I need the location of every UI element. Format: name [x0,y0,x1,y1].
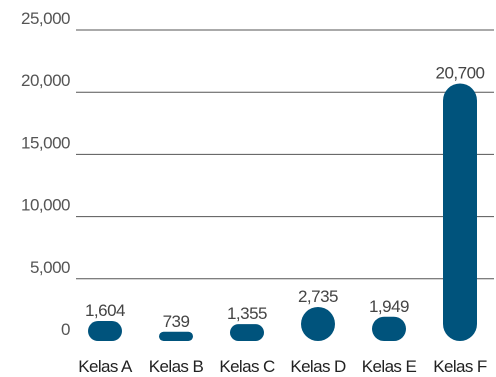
x-tick-label: Kelas A [78,357,133,376]
bar [159,331,193,341]
y-tick-label: 15,000 [21,133,70,152]
data-label: 20,700 [436,63,485,82]
data-label: 1,604 [85,301,125,320]
y-tick-label: 5,000 [30,258,70,277]
x-tick-label: Kelas E [362,357,417,376]
data-label: 2,735 [298,287,338,306]
x-tick-label: Kelas C [219,357,275,376]
value-labels: 1,604 739 1,355 2,735 1,949 20,700 [85,63,485,330]
y-tick-label: 20,000 [21,71,70,90]
x-tick-label: Kelas D [290,357,346,376]
bar [372,316,406,341]
bar [443,83,477,341]
data-label: 1,355 [227,304,267,323]
x-tick-label: Kelas B [149,357,204,376]
gridlines [76,29,494,280]
y-tick-label: 0 [61,320,70,339]
y-axis-tick-labels: 0 5,000 10,000 15,000 20,000 25,000 [21,9,71,339]
bar [301,306,335,341]
bar [88,321,122,341]
x-tick-label: Kelas F [433,357,487,376]
data-label: 1,949 [369,297,409,316]
data-label: 739 [163,312,190,331]
y-tick-label: 25,000 [21,9,70,28]
bar [230,324,264,341]
x-axis-category-labels: Kelas A Kelas B Kelas C Kelas D Kelas E Kelas… [78,357,487,376]
y-tick-label: 10,000 [21,196,70,215]
bars [88,83,477,341]
